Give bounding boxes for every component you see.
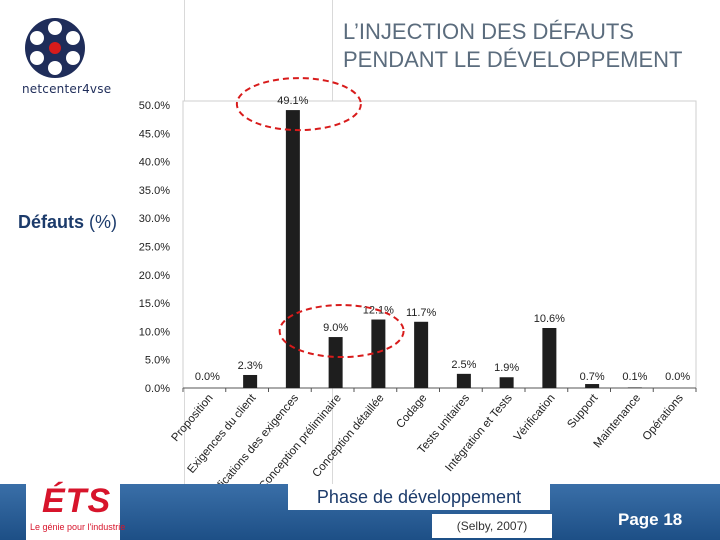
bar [285, 110, 300, 389]
data-label: 0.1% [622, 371, 647, 383]
bar [328, 337, 343, 388]
citation: (Selby, 2007) [432, 514, 552, 538]
data-label: 9.0% [323, 322, 348, 334]
bar [456, 373, 471, 388]
slide-title-line1: L’INJECTION DES DÉFAUTS [343, 19, 634, 44]
bar [627, 387, 642, 388]
y-tick-label: 50.0% [139, 100, 170, 112]
bar [585, 384, 600, 388]
x-category-label: Opérations [641, 392, 687, 443]
y-tick-label: 25.0% [139, 242, 170, 254]
x-category-label: Codage [394, 392, 429, 431]
y-tick-label: 30.0% [139, 213, 170, 225]
x-category-label: Support [565, 392, 601, 431]
y-tick-label: 5.0% [145, 355, 170, 367]
bar [414, 321, 429, 388]
slide-title: L’INJECTION DES DÉFAUTS PENDANT LE DÉVEL… [343, 18, 682, 74]
data-label: 0.7% [580, 371, 605, 383]
bar-chart: 50.0% 45.0% 40.0% 35.0% 30.0% 25.0% 20.0% 15.0%… [139, 77, 697, 484]
y-tick-label: 0.0% [145, 383, 170, 395]
x-category-label: Conception détaillée [310, 392, 386, 480]
data-label: 2.3% [238, 360, 263, 372]
netcenter-logo-text: netcenter4vse [22, 82, 112, 96]
ets-logo-tagline: Le génie pour l'industrie [30, 522, 126, 532]
data-label: 11.7% [406, 307, 437, 319]
x-axis-label: Phase de développement [288, 484, 550, 510]
y-tick-label: 15.0% [139, 298, 170, 310]
page-number: Page 18 [618, 510, 683, 529]
y-axis-label: Défauts (%) [18, 212, 117, 233]
data-label: 1.9% [494, 362, 519, 374]
x-category-label: Vérification [512, 392, 558, 443]
ets-logo-mark: ÉTS [42, 482, 112, 520]
y-tick-label: 35.0% [139, 185, 170, 197]
data-label: 0.0% [195, 371, 220, 383]
x-category-label: Conception préliminaire [257, 392, 344, 484]
bar [542, 328, 557, 388]
data-label: 0.0% [665, 371, 690, 383]
data-label: 2.5% [451, 359, 476, 371]
highlight-ellipse [235, 77, 362, 132]
data-label: 10.6% [534, 313, 565, 325]
y-tick-label: 10.0% [139, 326, 170, 338]
y-axis-label-unit: (%) [89, 212, 118, 232]
plot-area [182, 100, 697, 389]
highlight-ellipse [278, 304, 405, 359]
ets-logo: ÉTS Le génie pour l'industrie [26, 480, 125, 540]
data-label: 49.1% [277, 95, 308, 107]
netcenter-logo [18, 14, 128, 98]
y-tick-label: 45.0% [139, 128, 170, 140]
netcenter-logo-mark [25, 18, 85, 78]
y-tick-label: 20.0% [139, 270, 170, 282]
slide-title-line2: PENDANT LE DÉVELOPPEMENT [343, 47, 683, 72]
bar [499, 377, 514, 388]
y-axis-label-main: Défauts [18, 212, 85, 232]
bar [243, 374, 258, 388]
x-category-label: Proposition [169, 392, 215, 444]
bar [371, 319, 386, 388]
y-tick-label: 40.0% [139, 157, 170, 169]
